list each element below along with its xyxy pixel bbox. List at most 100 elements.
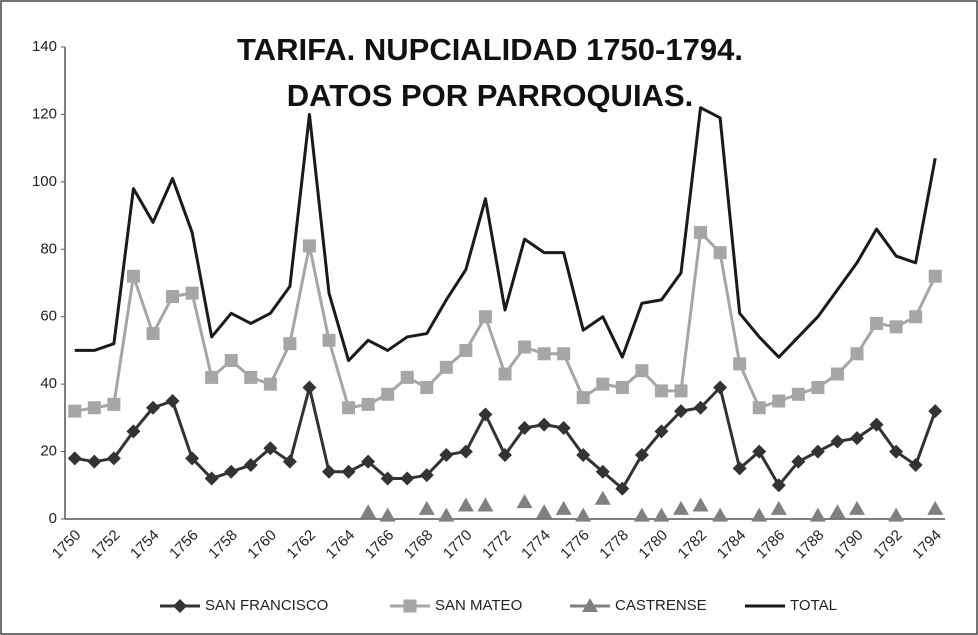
- data-point: [693, 400, 708, 415]
- data-point: [400, 471, 415, 486]
- data-point: [556, 420, 571, 435]
- data-point: [830, 367, 844, 381]
- data-point: [224, 464, 239, 479]
- data-point: [87, 401, 101, 415]
- data-point: [575, 507, 592, 522]
- data-point: [771, 478, 786, 493]
- data-point: [576, 447, 591, 462]
- chart-title: DATOS POR PARROQUIAS.: [287, 78, 693, 113]
- data-point: [928, 269, 942, 283]
- data-point: [791, 387, 805, 401]
- data-point: [869, 417, 884, 432]
- data-point: [341, 464, 356, 479]
- data-point: [263, 377, 277, 391]
- data-point: [439, 360, 453, 374]
- legend-marker: [173, 599, 187, 613]
- data-point: [732, 461, 747, 476]
- data-point: [770, 500, 787, 515]
- data-point: [595, 464, 610, 479]
- data-point: [634, 447, 649, 462]
- data-point: [185, 286, 199, 300]
- data-point: [713, 246, 727, 260]
- data-point: [342, 401, 356, 415]
- data-point: [126, 269, 140, 283]
- y-tick-label: 140: [32, 38, 57, 55]
- data-point: [68, 404, 82, 418]
- data-point: [282, 454, 297, 469]
- y-tick-label: 80: [40, 240, 57, 257]
- data-point: [635, 364, 649, 378]
- data-point: [498, 447, 512, 462]
- legend-label: SAN FRANCISCO: [205, 597, 328, 614]
- data-point: [322, 464, 336, 479]
- y-tick-label: 120: [32, 105, 57, 122]
- legend-label: TOTAL: [790, 597, 837, 614]
- data-point: [420, 381, 434, 395]
- data-point: [654, 424, 669, 439]
- data-point: [244, 370, 258, 384]
- data-point: [849, 500, 865, 515]
- data-point: [692, 497, 709, 512]
- data-point: [457, 497, 474, 512]
- legend-marker: [582, 598, 598, 612]
- data-point: [615, 481, 630, 496]
- data-point: [361, 397, 375, 411]
- data-point: [909, 310, 923, 324]
- y-tick-label: 0: [49, 510, 57, 527]
- data-point: [557, 347, 571, 361]
- data-point: [361, 454, 376, 469]
- data-point: [713, 380, 728, 395]
- data-point: [791, 454, 806, 469]
- data-point: [166, 289, 180, 303]
- data-point: [322, 333, 336, 347]
- data-point: [594, 490, 611, 505]
- data-point: [870, 316, 884, 330]
- data-point: [165, 394, 180, 408]
- data-point: [498, 367, 512, 381]
- data-point: [283, 337, 297, 351]
- data-point: [185, 451, 200, 466]
- data-point: [224, 354, 238, 368]
- data-point: [712, 507, 729, 522]
- y-tick-label: 100: [32, 173, 57, 190]
- data-point: [263, 441, 278, 456]
- data-point: [106, 451, 121, 466]
- data-point: [751, 507, 768, 522]
- y-tick-label: 60: [40, 308, 57, 325]
- data-point: [829, 504, 846, 519]
- data-point: [478, 407, 493, 422]
- data-point: [752, 444, 767, 459]
- data-point: [418, 500, 435, 515]
- legend-label: CASTRENSE: [615, 597, 707, 614]
- data-point: [537, 417, 552, 432]
- data-point: [126, 424, 141, 439]
- data-point: [555, 500, 572, 515]
- data-point: [536, 504, 553, 519]
- data-point: [810, 444, 825, 459]
- data-point: [517, 420, 532, 435]
- data-point: [205, 370, 219, 384]
- data-point: [850, 431, 864, 446]
- data-point: [888, 507, 905, 522]
- data-point: [615, 381, 629, 395]
- legend-marker: [403, 599, 417, 613]
- data-point: [752, 401, 766, 415]
- data-point: [516, 494, 533, 509]
- data-point: [809, 507, 826, 522]
- data-point: [673, 500, 689, 515]
- data-point: [830, 434, 845, 449]
- data-point: [576, 391, 590, 405]
- data-point: [633, 507, 650, 522]
- data-point: [908, 458, 923, 473]
- data-point: [477, 497, 494, 512]
- chart-title: TARIFA. NUPCIALIDAD 1750-1794.: [237, 32, 743, 67]
- data-point: [379, 507, 396, 522]
- data-point: [478, 310, 492, 324]
- data-point: [146, 400, 160, 415]
- data-point: [772, 394, 786, 408]
- data-point: [204, 471, 219, 486]
- data-point: [146, 327, 160, 341]
- data-point: [302, 380, 317, 395]
- data-point: [67, 451, 82, 466]
